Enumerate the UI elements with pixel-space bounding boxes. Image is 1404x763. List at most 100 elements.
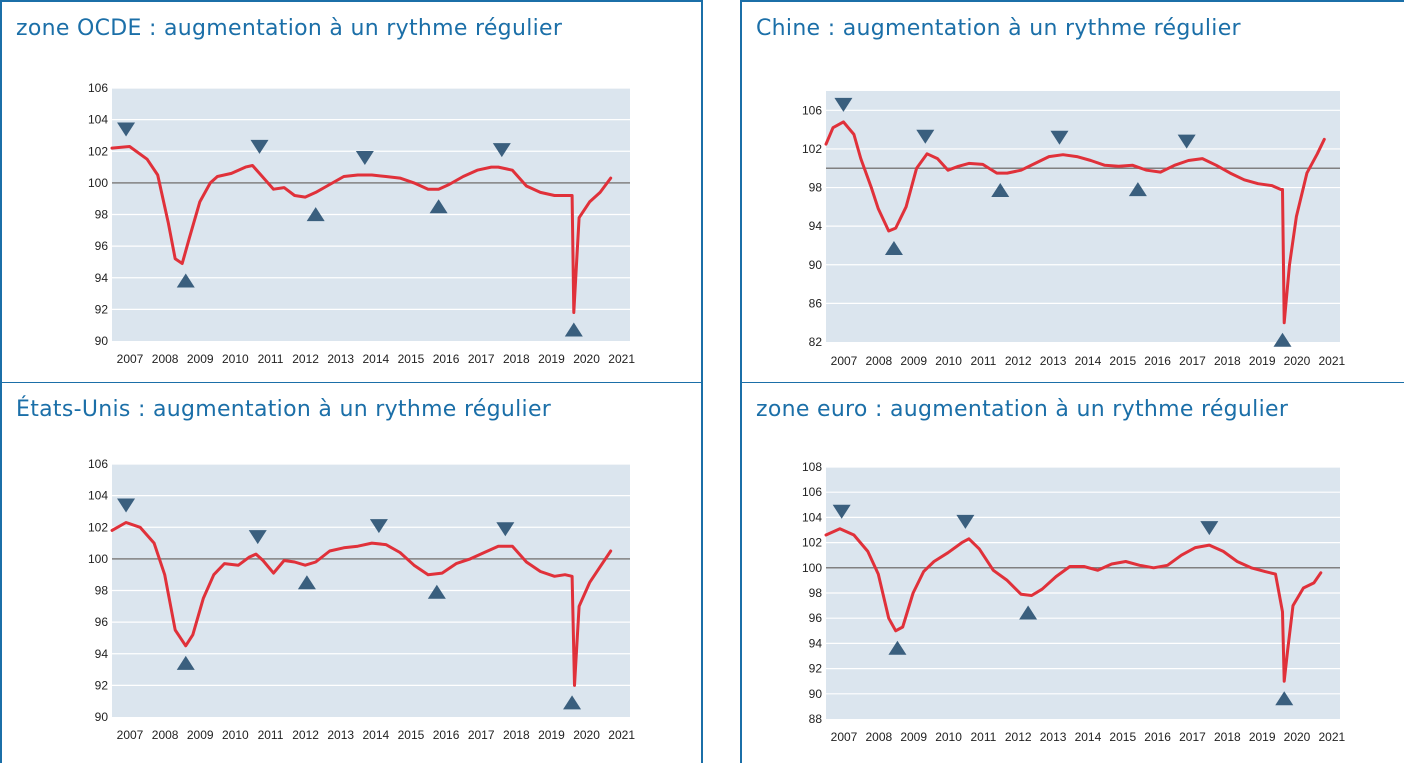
chart-title-oecd: zone OCDE : augmentation à un rythme rég… <box>16 16 563 41</box>
chart-title-euro: zone euro : augmentation à un rythme rég… <box>756 397 1289 422</box>
y-tick-label: 90 <box>95 710 109 724</box>
x-tick-label: 2021 <box>1319 730 1346 744</box>
x-tick-label: 2014 <box>362 352 389 366</box>
y-tick-label: 94 <box>95 271 109 285</box>
peak-marker <box>250 139 269 154</box>
x-tick-label: 2019 <box>538 728 565 742</box>
y-tick-label: 82 <box>809 335 823 349</box>
x-tick-label: 2019 <box>1249 354 1276 368</box>
trough-marker <box>176 655 195 670</box>
trough-marker <box>884 240 903 255</box>
y-tick-label: 94 <box>95 647 109 661</box>
x-tick-label: 2020 <box>573 352 600 366</box>
y-tick-label: 96 <box>95 615 109 629</box>
peak-marker <box>496 522 515 537</box>
y-tick-label: 96 <box>95 239 109 253</box>
x-tick-label: 2009 <box>900 354 927 368</box>
x-tick-label: 2017 <box>468 728 495 742</box>
x-tick-label: 2013 <box>327 352 354 366</box>
trough-marker <box>176 273 195 288</box>
y-tick-label: 104 <box>88 113 108 127</box>
y-tick-label: 92 <box>809 662 823 676</box>
x-tick-label: 2008 <box>152 728 179 742</box>
x-tick-label: 2020 <box>573 728 600 742</box>
series-line <box>824 120 1326 325</box>
chart-title-us: États-Unis : augmentation à un rythme ré… <box>16 397 552 422</box>
y-tick-label: 92 <box>95 678 109 692</box>
x-tick-label: 2021 <box>608 728 635 742</box>
trough-marker <box>427 584 446 599</box>
y-tick-label: 90 <box>809 687 823 701</box>
chart-euro: 108 106 104 102 100 98 96 94 92 90 88 2007 2008 2009 2… <box>802 460 1346 744</box>
x-tick-label: 2018 <box>1214 354 1241 368</box>
peak-marker <box>248 530 267 545</box>
y-tick-label: 108 <box>802 460 822 474</box>
peak-marker <box>355 150 374 165</box>
x-tick-label: 2014 <box>362 728 389 742</box>
trough-marker <box>1128 182 1147 197</box>
y-tick-label: 106 <box>88 457 108 471</box>
x-tick-label: 2009 <box>187 728 214 742</box>
x-tick-label: 2016 <box>433 728 460 742</box>
chart-china: 106 102 98 94 90 86 82 2007 2008 2009 2010 2011 2012… <box>802 91 1346 368</box>
y-tick-label: 104 <box>802 510 822 524</box>
y-tick-label: 98 <box>95 584 109 598</box>
y-tick-label: 86 <box>809 296 823 310</box>
trough-marker <box>991 183 1010 198</box>
x-tick-label: 2017 <box>1179 354 1206 368</box>
x-tick-label: 2011 <box>258 352 284 366</box>
x-tick-label: 2009 <box>187 352 214 366</box>
trough-marker <box>563 695 582 710</box>
peak-marker <box>834 97 853 112</box>
trough-marker <box>888 640 907 655</box>
x-tick-label: 2012 <box>1005 730 1032 744</box>
peak-marker <box>956 514 975 529</box>
plot-area <box>826 91 1340 342</box>
x-tick-label: 2013 <box>1040 730 1067 744</box>
x-tick-label: 2012 <box>292 352 319 366</box>
x-tick-label: 2021 <box>1319 354 1346 368</box>
x-tick-label: 2018 <box>503 728 530 742</box>
x-tick-label: 2008 <box>865 354 892 368</box>
x-tick-label: 2009 <box>900 730 927 744</box>
x-tick-label: 2008 <box>152 352 179 366</box>
x-tick-label: 2018 <box>1214 730 1241 744</box>
y-tick-label: 90 <box>95 334 109 348</box>
y-tick-label: 104 <box>88 489 108 503</box>
chart-title-china: Chine : augmentation à un rythme régulie… <box>756 16 1241 41</box>
panel-china: 106 102 98 94 90 86 82 2007 2008 2009 2010 2011 2012… <box>740 0 1404 383</box>
x-tick-label: 2019 <box>1249 730 1276 744</box>
series-line <box>110 521 613 687</box>
x-tick-label: 2013 <box>1040 354 1067 368</box>
y-tick-label: 96 <box>809 611 823 625</box>
y-tick-label: 100 <box>802 561 822 575</box>
y-tick-label: 102 <box>802 142 822 156</box>
x-tick-label: 2015 <box>398 352 425 366</box>
x-tick-label: 2015 <box>1109 730 1136 744</box>
x-tick-label: 2011 <box>970 730 996 744</box>
trough-marker <box>306 207 325 222</box>
peak-marker <box>1050 130 1069 145</box>
peak-marker <box>117 122 136 137</box>
trough-marker <box>1273 332 1292 347</box>
x-tick-label: 2016 <box>1144 730 1171 744</box>
trough-marker <box>1019 605 1038 620</box>
x-tick-label: 2020 <box>1284 730 1311 744</box>
y-tick-label: 102 <box>802 536 822 550</box>
x-tick-label: 2010 <box>222 728 249 742</box>
y-tick-label: 98 <box>809 181 823 195</box>
panel-oecd: 106 104 102 100 98 96 94 92 90 2007 2008 2009 2010 20… <box>0 0 703 383</box>
trough-marker <box>429 199 448 214</box>
trough-marker <box>1275 691 1294 706</box>
x-tick-label: 2012 <box>292 728 319 742</box>
x-tick-label: 2016 <box>433 352 460 366</box>
x-tick-label: 2012 <box>1005 354 1032 368</box>
x-tick-label: 2016 <box>1144 354 1171 368</box>
x-tick-label: 2010 <box>935 354 962 368</box>
x-tick-label: 2019 <box>538 352 565 366</box>
peak-marker <box>117 498 136 513</box>
panel-us: 106 104 102 100 98 96 94 92 90 2007 2008 2009 2010 20… <box>0 383 703 763</box>
x-tick-label: 2014 <box>1075 354 1102 368</box>
y-tick-label: 90 <box>809 258 823 272</box>
y-tick-label: 106 <box>802 103 822 117</box>
